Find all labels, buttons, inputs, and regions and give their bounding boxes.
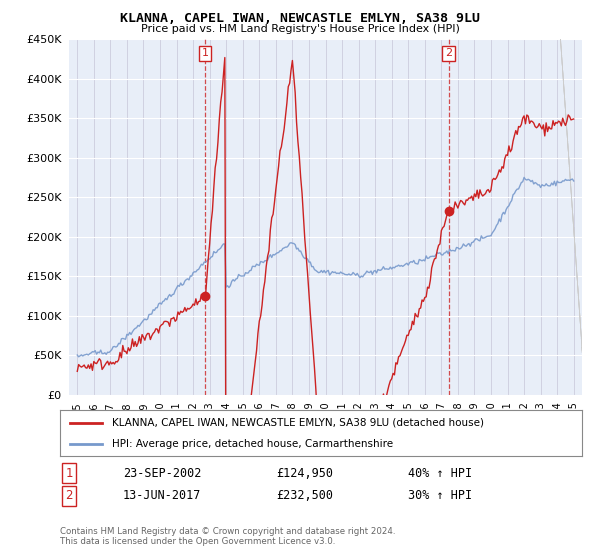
Text: KLANNA, CAPEL IWAN, NEWCASTLE EMLYN, SA38 9LU (detached house): KLANNA, CAPEL IWAN, NEWCASTLE EMLYN, SA3… [112,418,484,428]
Text: £124,950: £124,950 [276,466,333,480]
Text: 30% ↑ HPI: 30% ↑ HPI [408,489,472,502]
Text: £232,500: £232,500 [276,489,333,502]
Text: 13-JUN-2017: 13-JUN-2017 [123,489,202,502]
Text: 23-SEP-2002: 23-SEP-2002 [123,466,202,480]
Text: Price paid vs. HM Land Registry's House Price Index (HPI): Price paid vs. HM Land Registry's House … [140,24,460,34]
Text: KLANNA, CAPEL IWAN, NEWCASTLE EMLYN, SA38 9LU: KLANNA, CAPEL IWAN, NEWCASTLE EMLYN, SA3… [120,12,480,25]
Text: 2: 2 [65,489,73,502]
Text: Contains HM Land Registry data © Crown copyright and database right 2024.
This d: Contains HM Land Registry data © Crown c… [60,526,395,546]
Text: HPI: Average price, detached house, Carmarthenshire: HPI: Average price, detached house, Carm… [112,439,394,449]
Text: 1: 1 [202,48,209,58]
Text: 1: 1 [65,466,73,480]
Text: 2: 2 [445,48,452,58]
Text: 40% ↑ HPI: 40% ↑ HPI [408,466,472,480]
